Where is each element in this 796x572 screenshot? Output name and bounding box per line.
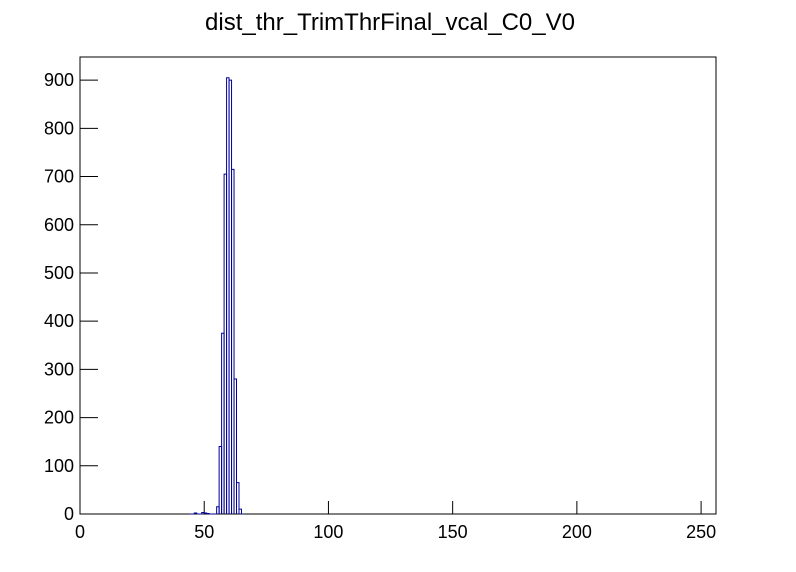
y-tick-label: 600 (44, 215, 74, 235)
y-tick-label: 400 (44, 311, 74, 331)
y-tick-label: 800 (44, 118, 74, 138)
histogram-bin (236, 482, 240, 514)
x-tick-label: 250 (686, 522, 716, 542)
histogram-bin (231, 168, 235, 514)
x-tick-label: 0 (75, 522, 85, 542)
x-tick-label: 100 (313, 522, 343, 542)
x-tick-label: 200 (562, 522, 592, 542)
histogram-bin (233, 378, 238, 514)
y-tick-label: 100 (44, 456, 74, 476)
chart-title: dist_thr_TrimThrFinal_vcal_C0_V0 (205, 9, 575, 36)
y-tick-label: 200 (44, 408, 74, 428)
x-tick-label: 50 (194, 522, 214, 542)
y-tick-label: 700 (44, 167, 74, 187)
y-tick-label: 0 (64, 504, 74, 524)
y-tick-label: 900 (44, 70, 74, 90)
x-tick-label: 150 (438, 522, 468, 542)
plot-frame (79, 56, 717, 515)
y-tick-label: 300 (44, 359, 74, 379)
histogram-bin (238, 508, 242, 514)
y-tick-label: 500 (44, 263, 74, 283)
